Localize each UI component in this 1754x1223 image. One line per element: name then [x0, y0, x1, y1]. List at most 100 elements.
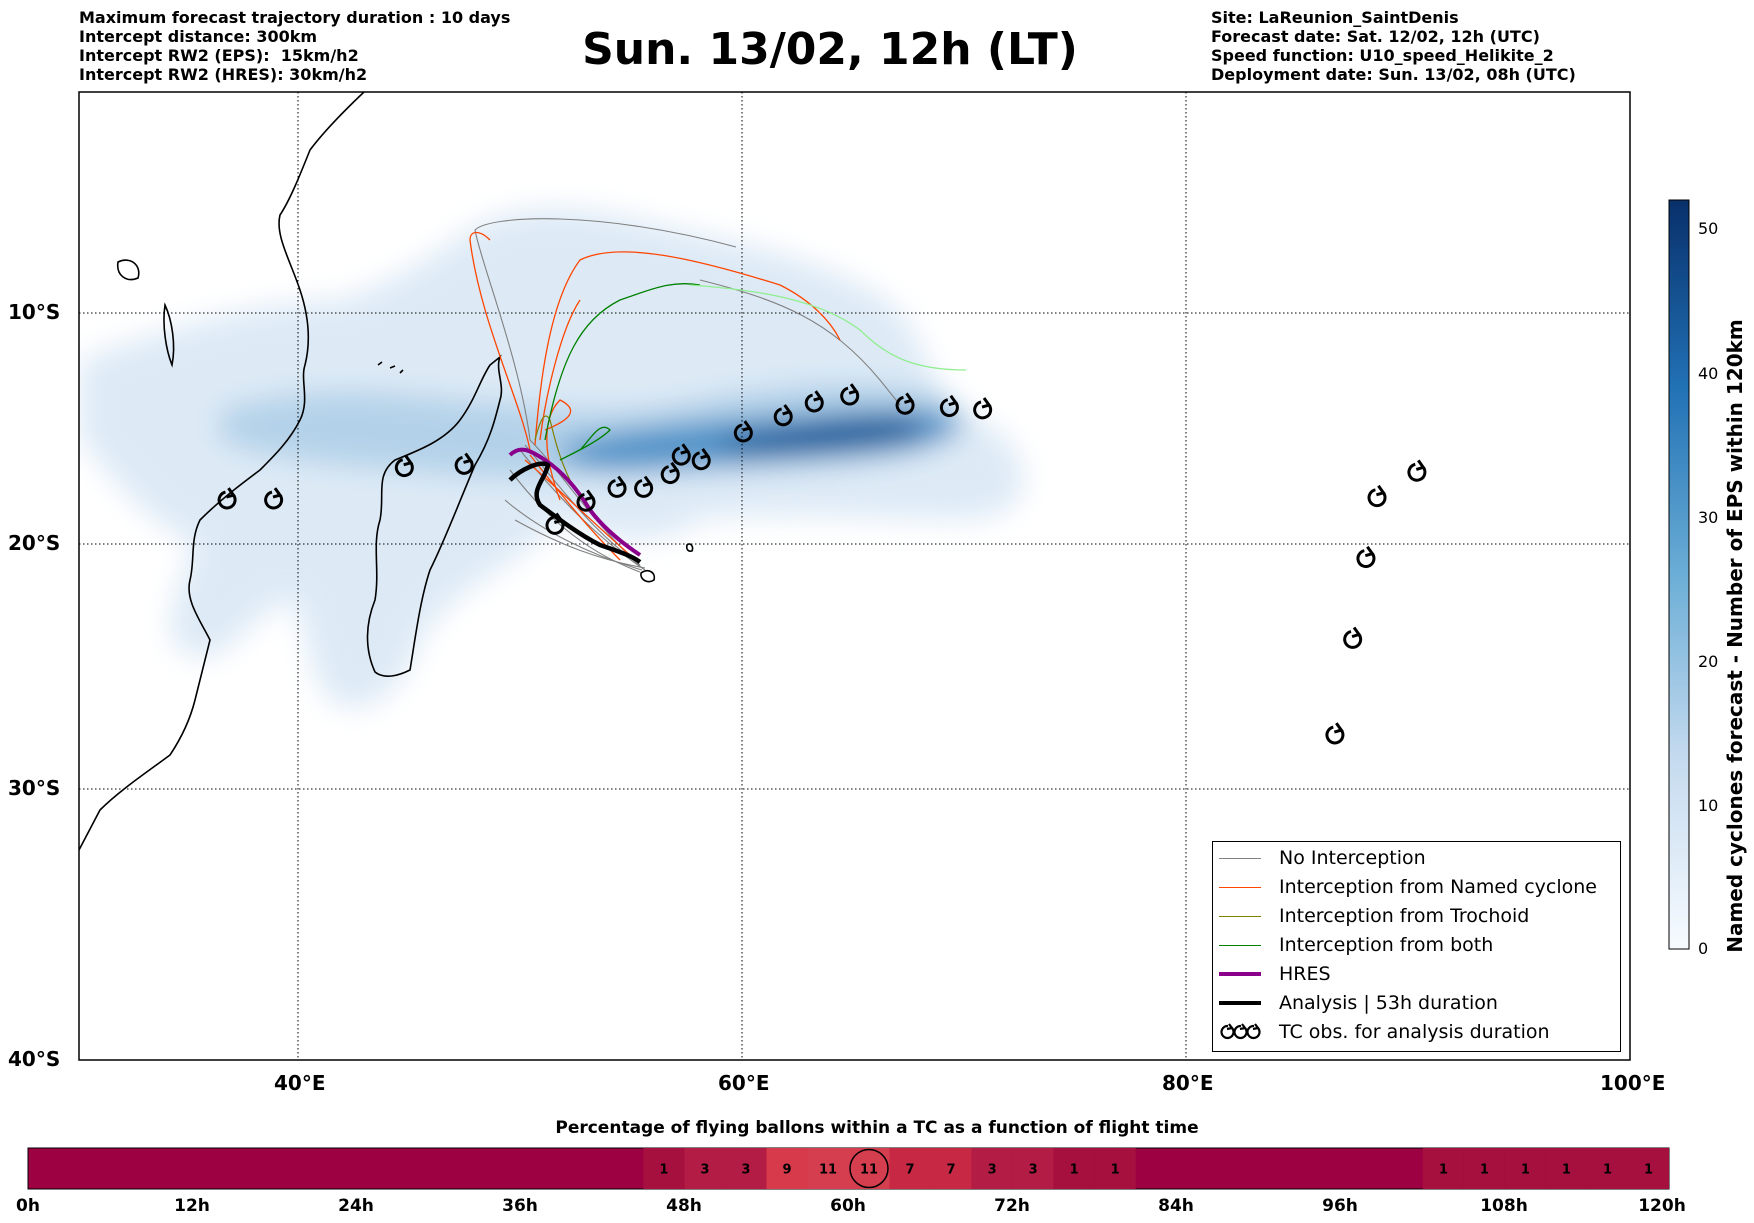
- flight-time-cell: [1094, 1148, 1136, 1189]
- coastlines: [79, 92, 694, 851]
- legend-label: Interception from Named cyclone: [1279, 876, 1597, 898]
- tc-observation-marker: [634, 475, 654, 498]
- colorbar-label: Named cyclones forecast - Number of EPS …: [1723, 319, 1747, 953]
- lon-label: 80°E: [1162, 1071, 1214, 1095]
- flight-time-value: 3: [700, 1163, 709, 1178]
- tc-observations: [217, 383, 1427, 745]
- time-label: 120h: [1638, 1196, 1686, 1216]
- flight-time-cell: [1053, 1148, 1095, 1189]
- flight-time-cell: [725, 1148, 767, 1189]
- lon-label: 100°E: [1600, 1071, 1666, 1095]
- header-left-line: Intercept distance: 300km: [79, 27, 318, 46]
- header-left-line: Intercept RW2 (HRES): 30km/h2: [79, 65, 368, 84]
- trajectory-both: [544, 283, 701, 441]
- lake-victoria: [116, 259, 140, 281]
- trajectory-named-cyclone: [539, 299, 581, 441]
- density-field: [80, 208, 1024, 708]
- flight-time-cell: [1463, 1148, 1505, 1189]
- tc-observation-marker: [454, 452, 474, 475]
- time-label: 24h: [338, 1196, 374, 1216]
- header-right-line: Site: LaReunion_SaintDenis: [1211, 8, 1459, 27]
- lon-label: 40°E: [274, 1071, 326, 1095]
- header-left-line: Maximum forecast trajectory duration : 1…: [79, 8, 511, 27]
- lat-label: 10°S: [8, 300, 61, 324]
- flight-time-bar: 1 3 3 9 11 11 7 7 3 3 1 1 1 1 1 1 1 1: [27, 1147, 1670, 1190]
- comoros: [377, 361, 404, 374]
- flight-time-cell: [930, 1148, 972, 1189]
- legend-label: Interception from Trochoid: [1279, 905, 1530, 927]
- tc-observation-marker: [1407, 459, 1427, 482]
- header-right-line: Forecast date: Sat. 12/02, 12h (UTC): [1211, 27, 1540, 46]
- colorbar-tick: 30: [1698, 508, 1719, 527]
- reunion-coast: [640, 570, 656, 583]
- trajectory-no-interception: [474, 218, 737, 441]
- current-time-marker: [849, 1148, 889, 1189]
- tc-observation-marker: [1356, 545, 1376, 569]
- time-label: 36h: [502, 1196, 538, 1216]
- header-right-line: Speed function: U10_speed_Helikite_2: [1211, 46, 1554, 65]
- trajectory-both: [559, 426, 611, 461]
- legend-item: Interception from both: [1219, 933, 1493, 957]
- lat-label: 30°S: [8, 776, 61, 800]
- flight-time-value: 1: [1521, 1163, 1530, 1178]
- legend-label: Analysis | 53h duration: [1279, 992, 1498, 1014]
- gridlines: [79, 92, 1630, 1060]
- madagascar-coast: [366, 354, 503, 677]
- tc-observation-marker: [1367, 484, 1387, 508]
- flight-time-value: 1: [1111, 1163, 1120, 1178]
- time-label: 108h: [1480, 1196, 1528, 1216]
- tc-observation-marker: [773, 404, 793, 427]
- flight-time-cell: [1545, 1148, 1587, 1189]
- header-right: Site: LaReunion_SaintDenis Forecast date…: [1211, 8, 1576, 84]
- tc-observation-marker: [671, 443, 691, 466]
- tc-observation-marker: [264, 487, 284, 510]
- colorbar-tick: 50: [1698, 219, 1719, 238]
- legend-label: TC obs. for analysis duration: [1279, 1021, 1550, 1043]
- colorbar-tick: 40: [1698, 364, 1719, 383]
- colorbar-tick: 20: [1698, 652, 1719, 671]
- lat-label: 40°S: [8, 1047, 61, 1071]
- flight-time-cell: [889, 1148, 931, 1189]
- colorbar: [1668, 199, 1690, 950]
- tc-observation-marker: [607, 475, 627, 498]
- flight-time-value: 7: [947, 1163, 956, 1178]
- flight-time-value: 1: [1480, 1163, 1489, 1178]
- tc-observation-marker: [1325, 722, 1345, 745]
- tc-observation-marker: [691, 447, 711, 471]
- flight-time-value: 1: [1644, 1163, 1653, 1178]
- trajectory-trochoid: [534, 415, 571, 481]
- trajectory-no-interception: [504, 499, 643, 571]
- flight-time-value: 9: [782, 1163, 791, 1178]
- flight-time-cell: [643, 1148, 685, 1189]
- tc-observation-marker: [1343, 626, 1363, 649]
- legend-item: No Interception: [1219, 846, 1426, 870]
- flight-time-value: 7: [906, 1163, 915, 1178]
- flight-time-value: 11: [860, 1163, 878, 1178]
- trajectory-named-cyclone: [544, 399, 572, 501]
- flight-time-value: 1: [1603, 1163, 1612, 1178]
- flight-time-cell: [684, 1148, 726, 1189]
- flight-time-cells: 1 3 3 9 11 11 7 7 3 3 1 1 1 1 1 1 1 1: [643, 1148, 1669, 1189]
- trajectory-named-cyclone: [534, 251, 841, 446]
- trajectory-both-light: [689, 284, 967, 371]
- colorbar-tick: 0: [1698, 939, 1709, 958]
- legend-swatch: [1219, 886, 1261, 888]
- legend-swatch: [1219, 944, 1261, 946]
- flight-time-value: 3: [741, 1163, 750, 1178]
- analysis-trajectory: [508, 461, 642, 564]
- time-label: 60h: [830, 1196, 866, 1216]
- lat-label: 20°S: [8, 531, 61, 555]
- time-label: 96h: [1322, 1196, 1358, 1216]
- flight-time-value: 1: [1562, 1163, 1571, 1178]
- time-label: 12h: [174, 1196, 210, 1216]
- hres-trajectory: [508, 447, 642, 557]
- tc-observation-marker: [973, 397, 993, 420]
- flight-time-value: 1: [1439, 1163, 1448, 1178]
- cyclone-icon: [1219, 1022, 1261, 1042]
- header-right-line: Deployment date: Sun. 13/02, 08h (UTC): [1211, 65, 1576, 84]
- legend-swatch: [1219, 972, 1261, 976]
- header-left: Maximum forecast trajectory duration : 1…: [79, 8, 510, 84]
- time-label: 0h: [16, 1196, 40, 1216]
- flight-time-cell: [1012, 1148, 1054, 1189]
